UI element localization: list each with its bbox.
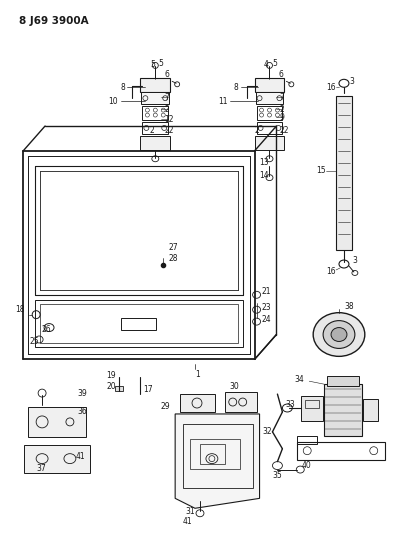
Bar bbox=[28, 407, 86, 437]
Text: 12: 12 bbox=[164, 115, 174, 124]
Text: 30: 30 bbox=[230, 382, 239, 391]
Text: 16: 16 bbox=[326, 83, 336, 92]
Bar bbox=[324, 384, 362, 436]
Bar bbox=[301, 396, 323, 421]
Text: 17: 17 bbox=[143, 385, 153, 394]
Text: 6: 6 bbox=[164, 70, 169, 79]
Text: 36: 36 bbox=[78, 407, 88, 416]
Text: 21: 21 bbox=[261, 287, 271, 296]
Text: 31: 31 bbox=[185, 507, 195, 516]
Text: 5: 5 bbox=[273, 59, 277, 68]
Text: 22: 22 bbox=[164, 126, 174, 135]
Text: 6: 6 bbox=[278, 70, 283, 79]
Bar bbox=[24, 445, 90, 473]
Text: 25: 25 bbox=[29, 337, 39, 346]
Bar bbox=[40, 304, 238, 343]
Text: 4: 4 bbox=[264, 60, 269, 69]
Text: 11: 11 bbox=[218, 96, 228, 106]
Bar bbox=[120, 318, 156, 329]
Text: 9: 9 bbox=[279, 112, 284, 122]
Text: 33: 33 bbox=[285, 400, 295, 408]
Text: 27: 27 bbox=[168, 243, 178, 252]
Bar bbox=[190, 439, 240, 469]
Text: 37: 37 bbox=[36, 464, 46, 473]
Bar bbox=[297, 436, 317, 444]
Text: 7: 7 bbox=[164, 93, 169, 102]
Text: 19: 19 bbox=[107, 371, 116, 379]
Text: 5: 5 bbox=[150, 60, 155, 69]
Text: 10: 10 bbox=[109, 96, 118, 106]
Bar bbox=[336, 96, 352, 250]
Text: 15: 15 bbox=[316, 166, 326, 175]
Text: 20: 20 bbox=[107, 382, 116, 391]
Text: 2: 2 bbox=[255, 126, 260, 135]
Text: 8 J69 3900A: 8 J69 3900A bbox=[19, 16, 89, 26]
Bar bbox=[257, 106, 282, 120]
Bar bbox=[140, 78, 170, 92]
Text: 18: 18 bbox=[15, 305, 25, 314]
Text: 41: 41 bbox=[183, 516, 193, 526]
Text: 3: 3 bbox=[349, 77, 354, 86]
Text: 5: 5 bbox=[158, 59, 163, 68]
Text: 39: 39 bbox=[78, 389, 88, 398]
Bar bbox=[225, 392, 257, 412]
Text: 38: 38 bbox=[344, 302, 354, 311]
Bar bbox=[255, 136, 284, 150]
Bar bbox=[200, 444, 225, 464]
Bar bbox=[142, 106, 168, 120]
Text: 8: 8 bbox=[120, 83, 125, 92]
Bar bbox=[183, 424, 253, 488]
Ellipse shape bbox=[313, 313, 365, 357]
Text: 32: 32 bbox=[263, 427, 272, 437]
Text: 23: 23 bbox=[261, 303, 271, 312]
Bar bbox=[257, 122, 282, 134]
Text: 1: 1 bbox=[195, 370, 200, 379]
Text: 8: 8 bbox=[234, 83, 239, 92]
Text: 34: 34 bbox=[294, 375, 304, 384]
Text: 22: 22 bbox=[279, 126, 289, 135]
Bar bbox=[305, 400, 319, 408]
Text: 2: 2 bbox=[279, 104, 284, 114]
Bar bbox=[255, 78, 284, 92]
Text: 26: 26 bbox=[41, 325, 51, 334]
Bar bbox=[256, 92, 283, 104]
Text: 24: 24 bbox=[261, 315, 271, 324]
Polygon shape bbox=[175, 414, 260, 508]
Text: 7: 7 bbox=[279, 93, 284, 102]
Bar bbox=[327, 376, 359, 386]
Text: 2: 2 bbox=[164, 104, 169, 114]
Bar bbox=[141, 92, 169, 104]
Bar bbox=[115, 386, 122, 391]
Bar bbox=[363, 399, 378, 421]
Ellipse shape bbox=[323, 321, 355, 349]
Text: 3: 3 bbox=[352, 255, 357, 264]
Text: 28: 28 bbox=[168, 254, 178, 263]
Ellipse shape bbox=[331, 328, 347, 342]
Text: 29: 29 bbox=[160, 401, 170, 410]
Bar bbox=[140, 136, 170, 150]
Bar bbox=[35, 300, 243, 348]
Bar bbox=[180, 394, 215, 412]
Text: 16: 16 bbox=[326, 268, 336, 277]
Bar bbox=[142, 122, 168, 134]
Text: 40: 40 bbox=[301, 461, 311, 470]
Text: 14: 14 bbox=[260, 171, 269, 180]
Text: 2: 2 bbox=[150, 126, 155, 135]
Bar bbox=[297, 442, 385, 459]
Text: 35: 35 bbox=[273, 471, 282, 480]
Text: 41: 41 bbox=[76, 452, 85, 461]
Text: 13: 13 bbox=[260, 158, 269, 167]
